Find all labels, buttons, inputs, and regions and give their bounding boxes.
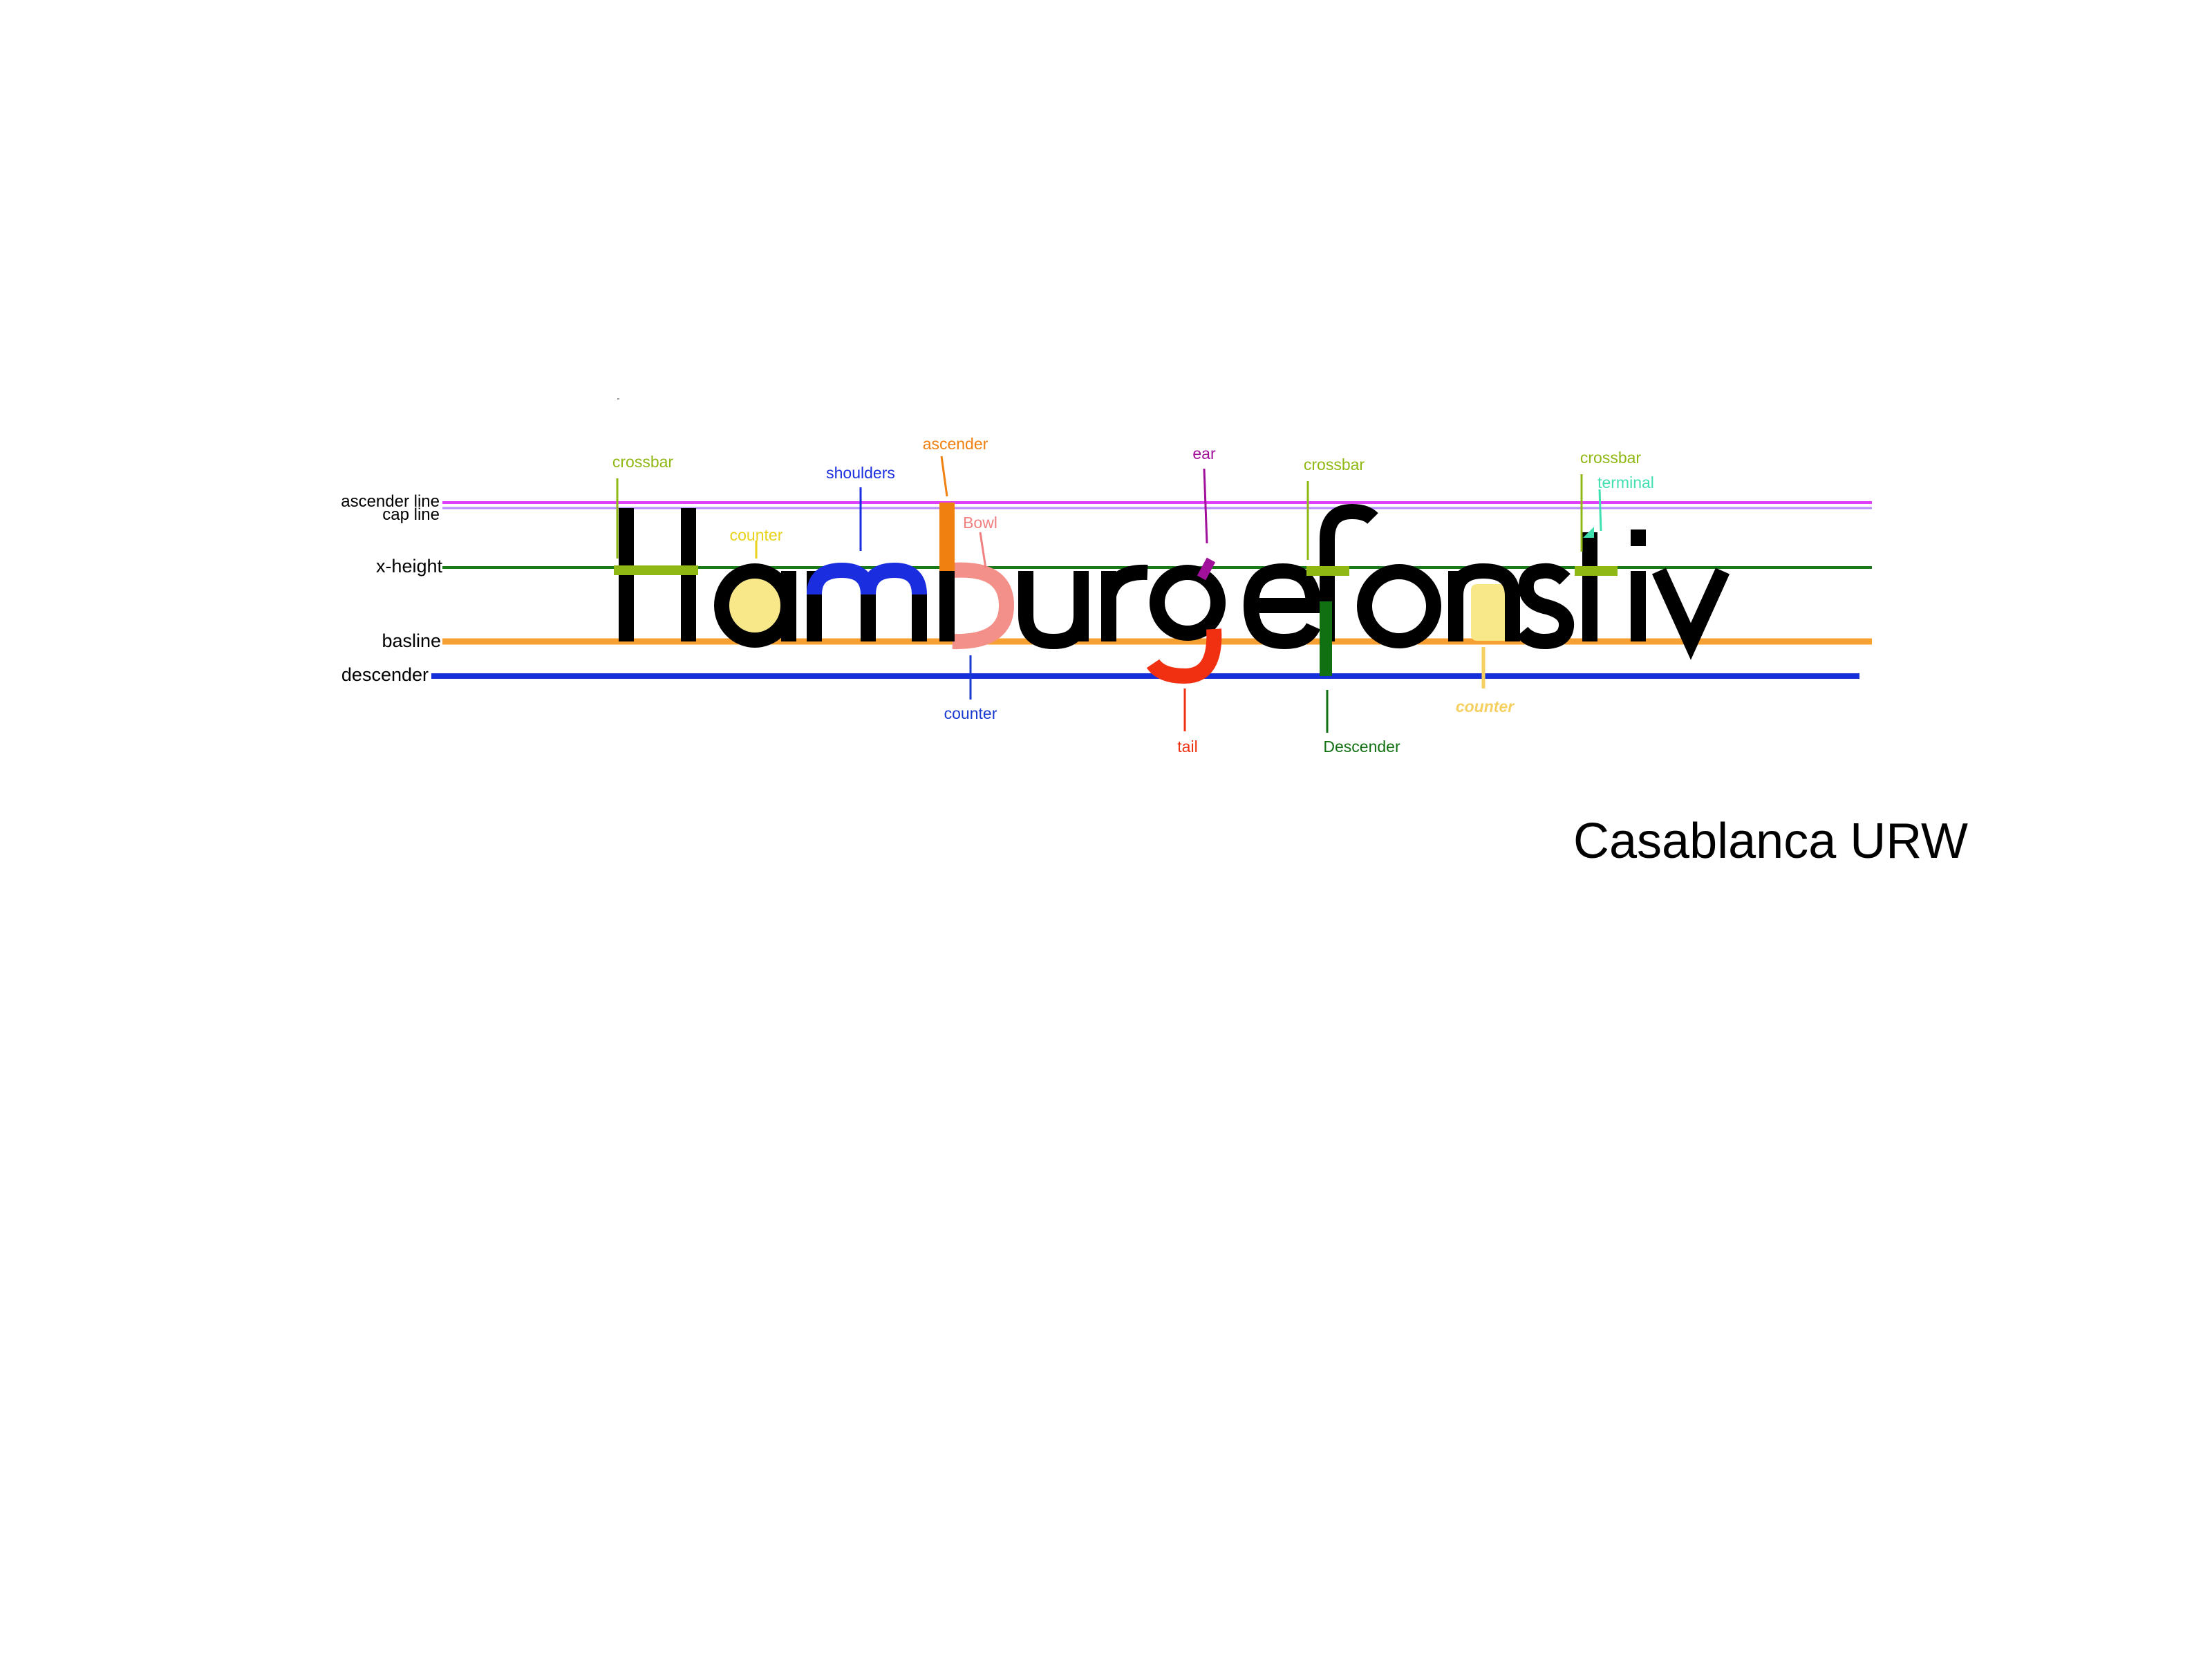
pointer-bowl	[979, 532, 987, 569]
glyph-g-tail	[1146, 628, 1222, 684]
glyph-t-terminal	[1583, 527, 1594, 538]
anatomy-pointers	[616, 456, 1602, 733]
label-counter-n: counter	[1456, 697, 1515, 715]
label-terminal: terminal	[1597, 474, 1654, 491]
glyph-s	[1516, 563, 1575, 650]
glyph-u	[1018, 571, 1089, 650]
glyph-m-shoulders	[807, 562, 927, 595]
label-counter-a: counter	[730, 526, 783, 544]
glyph-f	[1320, 503, 1378, 641]
counter-a-fill	[722, 574, 782, 637]
baseline-label: basline	[382, 630, 441, 651]
label-bowl: Bowl	[963, 514, 997, 532]
label-ear: ear	[1192, 444, 1216, 462]
pointer-terminal	[1598, 489, 1602, 532]
label-tail: tail	[1177, 738, 1197, 756]
glyph-r	[1101, 564, 1148, 641]
ascender-line-label: ascender line	[341, 492, 440, 511]
glyph-e	[1243, 563, 1322, 650]
glyph-v	[1651, 568, 1730, 660]
guide-labels: ascender line cap line x-height basline …	[341, 492, 442, 685]
anatomy-labels: crossbar counter shoulders ascender Bowl…	[612, 435, 1654, 756]
glyph-n	[1448, 563, 1520, 641]
glyph-g-ear	[1197, 557, 1216, 581]
label-ascender: ascender	[923, 435, 988, 453]
font-name-caption: Casablanca URW	[1573, 814, 1968, 869]
label-counter-b: counter	[944, 704, 997, 722]
descender-label: descender	[341, 664, 429, 685]
label-crossbar-h: crossbar	[612, 453, 674, 471]
label-descender-f: Descender	[1323, 738, 1400, 756]
glyph-o	[1357, 564, 1441, 648]
bowl-b-fill	[952, 562, 1015, 650]
counter-n-fill	[1471, 584, 1510, 641]
x-height-label: x-height	[376, 556, 443, 577]
guide-lines	[431, 501, 1872, 679]
label-crossbar-t: crossbar	[1580, 449, 1642, 467]
pointer-ear	[1203, 468, 1208, 544]
label-crossbar-f: crossbar	[1304, 456, 1365, 474]
speck	[617, 398, 619, 400]
specimen-word	[614, 503, 1730, 684]
cap-line-label: cap line	[382, 505, 440, 524]
glyph-highlights	[722, 562, 1510, 650]
glyph-g-bowl	[1150, 565, 1226, 641]
pointer-ascender	[940, 456, 948, 497]
label-shoulders: shoulders	[826, 464, 895, 482]
